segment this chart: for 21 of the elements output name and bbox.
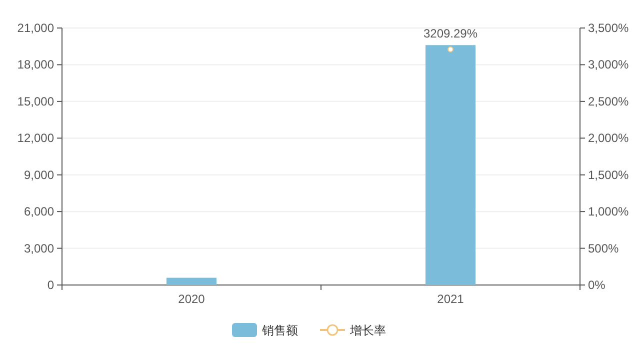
- y2-tick-label: 500%: [588, 241, 620, 256]
- y2-tick-label: 3,500%: [588, 21, 630, 35]
- y-tick-label: 12,000: [17, 131, 54, 146]
- y2-tick-label: 2,500%: [588, 94, 630, 108]
- y-tick-label: 0: [47, 278, 54, 292]
- legend-label: 销售额: [261, 324, 298, 338]
- x-tick-label: 2020: [178, 292, 206, 306]
- y-tick-label: 18,000: [17, 58, 54, 72]
- y-tick-label: 6,000: [24, 204, 54, 219]
- y-tick-label: 9,000: [24, 168, 54, 182]
- y2-tick-label: 2,000%: [588, 131, 630, 146]
- y2-tick-label: 3,000%: [588, 58, 630, 72]
- y-tick-label: 15,000: [17, 94, 54, 108]
- y2-tick-label: 1,000%: [588, 204, 630, 219]
- y-tick-label: 21,000: [17, 21, 54, 35]
- data-label: 3209.29%: [423, 26, 478, 40]
- y-tick-label: 3,000: [24, 241, 54, 256]
- legend-label: 增长率: [349, 324, 386, 338]
- y2-tick-label: 1,500%: [588, 168, 630, 182]
- x-tick-label: 2021: [437, 292, 464, 306]
- y2-tick-label: 0%: [588, 278, 606, 292]
